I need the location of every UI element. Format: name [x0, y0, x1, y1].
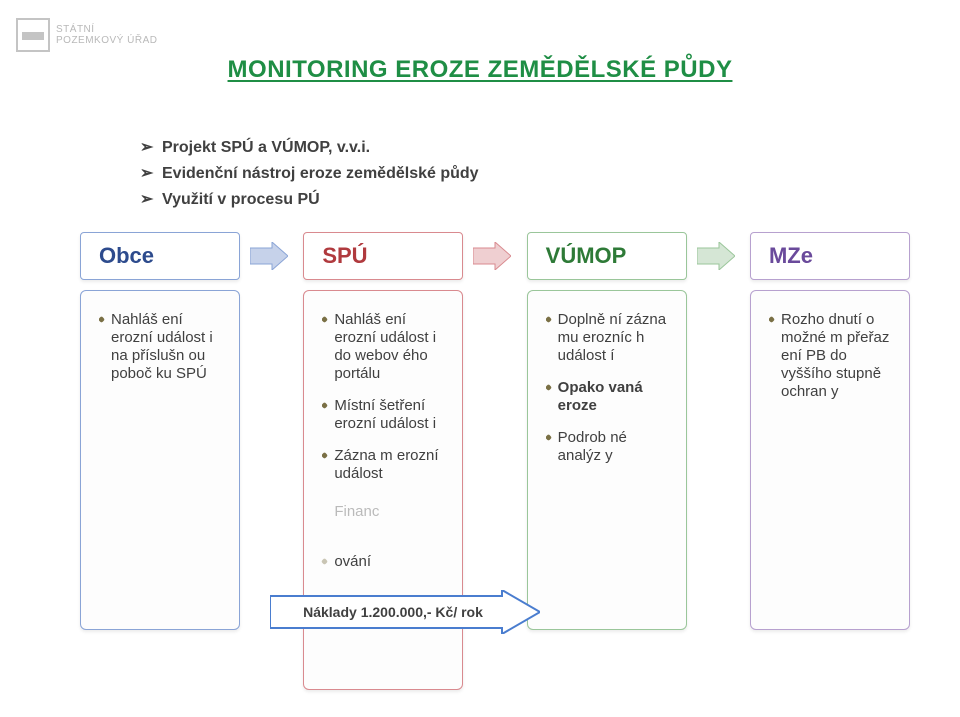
col-item: Zázna m erozní událost	[322, 447, 444, 483]
arrow-shape	[473, 242, 511, 270]
col-item: Místní šetření erozní událost i	[322, 397, 444, 433]
arrow-shape	[250, 242, 288, 270]
cost-arrow-label: Náklady 1.200.000,- Kč/ rok	[270, 590, 540, 634]
intro-item: Projekt SPÚ a VÚMOP, v.v.i.	[140, 136, 479, 160]
flow-arrow-icon	[250, 242, 288, 270]
col-vumop: VÚMOP Doplně ní zázna mu erozníc h událo…	[527, 232, 687, 630]
logo-mark-icon	[16, 18, 50, 52]
arrow-shape	[697, 242, 735, 270]
col-item: Doplně ní zázna mu erozníc h událost í	[546, 311, 668, 365]
col-item-cut: Financ	[322, 503, 444, 521]
flow-arrow-icon	[473, 242, 511, 270]
col-obce: Obce Nahláš ení erozní událost i na přís…	[80, 232, 240, 630]
col-title: Obce	[99, 243, 154, 269]
col-mze: MZe Rozho dnutí o možné m přeřaz ení PB …	[750, 232, 910, 630]
page-title: MONITORING EROZE ZEMĚDĚLSKÉ PŮDY	[0, 56, 960, 84]
col-item: Opako vaná eroze	[546, 379, 668, 415]
col-body-obce: Nahláš ení erozní událost i na příslušn …	[80, 290, 240, 630]
logo-line2: Pozemkový úřad	[56, 35, 157, 46]
col-body-mze: Rozho dnutí o možné m přeřaz ení PB do v…	[750, 290, 910, 630]
logo-line1: Státní	[56, 24, 157, 35]
intro-item: Využití v procesu PÚ	[140, 188, 479, 212]
cost-arrow: Náklady 1.200.000,- Kč/ rok	[270, 590, 540, 634]
page-title-text: MONITORING EROZE ZEMĚDĚLSKÉ PŮDY	[228, 56, 733, 83]
col-item-tail: ování	[322, 553, 444, 571]
intro-list: Projekt SPÚ a VÚMOP, v.v.i. Evidenční ná…	[100, 136, 479, 214]
col-item: Rozho dnutí o možné m přeřaz ení PB do v…	[769, 311, 891, 401]
col-head-mze: MZe	[750, 232, 910, 280]
col-title: VÚMOP	[546, 243, 627, 269]
col-body-vumop: Doplně ní zázna mu erozníc h událost í O…	[527, 290, 687, 630]
col-item: Nahláš ení erozní událost i na příslušn …	[99, 311, 221, 383]
col-item: Podrob né analýz y	[546, 429, 668, 465]
col-head-obce: Obce	[80, 232, 240, 280]
intro-item: Evidenční nástroj eroze zemědělské půdy	[140, 162, 479, 186]
col-head-spu: SPÚ	[303, 232, 463, 280]
logo-text: Státní Pozemkový úřad	[56, 24, 157, 46]
flow-arrow-icon	[697, 242, 735, 270]
col-head-vumop: VÚMOP	[527, 232, 687, 280]
col-title: MZe	[769, 243, 813, 269]
org-logo: Státní Pozemkový úřad	[16, 18, 157, 52]
col-item: Nahláš ení erozní událost i do webov ého…	[322, 311, 444, 383]
col-title: SPÚ	[322, 243, 367, 269]
